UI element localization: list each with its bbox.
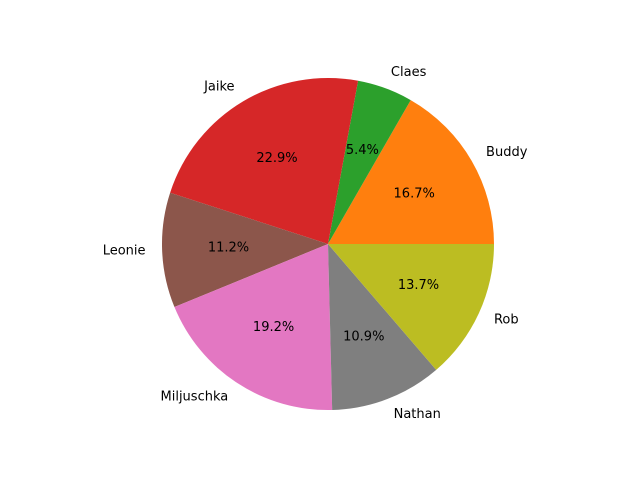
slice-label-jaike: Jaike	[203, 80, 234, 95]
pie-slice-nathan	[328, 244, 437, 410]
labels-layer: Buddy 16.7% Claes 5.4% Jaike 22.9% Leonie 11.2%…	[103, 65, 528, 422]
slice-percent-leonie: 11.2%	[208, 240, 249, 255]
slice-label-rob: Rob	[494, 313, 519, 328]
pie-slice-claes	[328, 80, 411, 244]
pie-slice-leonie	[161, 192, 328, 308]
slice-label-miljuschka: Miljuschka	[161, 389, 229, 404]
slice-label-nathan: Nathan	[394, 407, 441, 422]
pie-slice-rob	[328, 244, 494, 370]
pie-slice-buddy	[328, 100, 494, 244]
pie-slice-jaike	[170, 78, 359, 244]
slice-percent-miljuschka: 19.2%	[253, 320, 294, 335]
slice-percent-buddy: 16.7%	[394, 187, 435, 202]
slice-label-leonie: Leonie	[103, 243, 146, 258]
slice-percent-claes: 5.4%	[346, 143, 379, 158]
slice-label-claes: Claes	[391, 65, 427, 80]
slice-percent-jaike: 22.9%	[256, 151, 297, 166]
slice-label-buddy: Buddy	[486, 145, 528, 160]
slice-percent-nathan: 10.9%	[343, 329, 384, 344]
slices-layer	[161, 78, 494, 411]
slice-percent-rob: 13.7%	[398, 278, 439, 293]
pie-slice-miljuschka	[174, 244, 333, 411]
